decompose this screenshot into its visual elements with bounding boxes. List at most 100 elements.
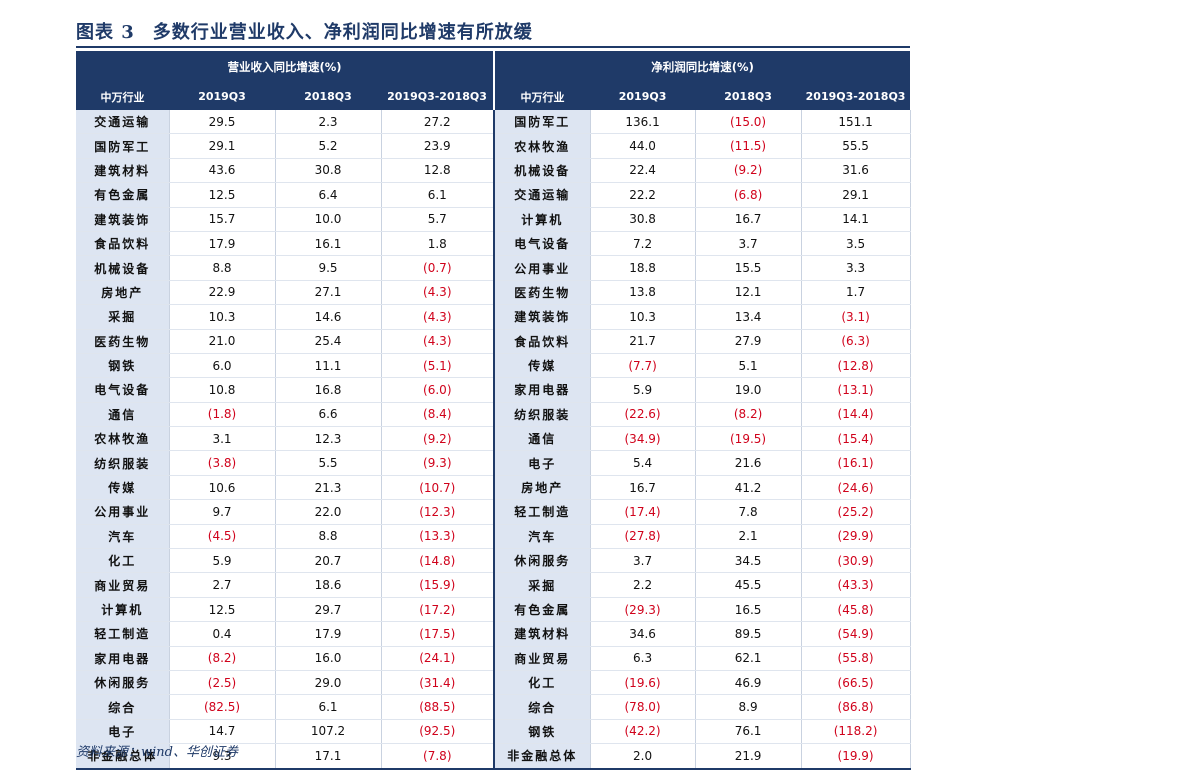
industry-cell: 钢铁 <box>493 719 591 745</box>
value-cell: 18.6 <box>275 572 382 598</box>
industry-cell: 交通运输 <box>493 182 591 208</box>
table-row: 农林牧渔 3.1 12.3 (9.2) 通信 (34.9) (19.5) (15.4) <box>76 426 911 452</box>
industry-cell: 电气设备 <box>76 377 170 403</box>
value-cell: 10.6 <box>169 475 276 501</box>
value-cell: 21.7 <box>590 329 696 354</box>
value-cell: (6.3) <box>801 329 911 354</box>
industry-cell: 有色金属 <box>76 182 170 208</box>
value-cell: (27.8) <box>590 524 696 550</box>
value-cell: 5.2 <box>275 133 382 159</box>
value-cell: 6.3 <box>590 646 696 671</box>
value-cell: (42.2) <box>590 719 696 745</box>
industry-cell: 电子 <box>76 719 170 745</box>
table-row: 传媒 10.6 21.3 (10.7) 房地产 16.7 41.2 (24.6) <box>76 475 911 501</box>
industry-cell: 建筑材料 <box>493 621 591 647</box>
group-header-row: 营业收入同比增速(%) 净利润同比增速(%) <box>76 51 911 83</box>
industry-cell: 农林牧渔 <box>76 426 170 452</box>
value-cell: 10.0 <box>275 207 382 232</box>
value-cell: 44.0 <box>590 133 696 159</box>
industry-cell: 计算机 <box>76 597 170 623</box>
table-row: 医药生物 21.0 25.4 (4.3) 食品饮料 21.7 27.9 (6.3) <box>76 329 911 354</box>
value-cell: (29.9) <box>801 524 911 550</box>
value-cell: 23.9 <box>381 133 495 159</box>
table-row: 电气设备 10.8 16.8 (6.0) 家用电器 5.9 19.0 (13.1) <box>76 377 911 403</box>
value-cell: 17.9 <box>169 231 276 257</box>
value-cell: (2.5) <box>169 670 276 696</box>
industry-cell: 汽车 <box>76 524 170 550</box>
table-row: 计算机 12.5 29.7 (17.2) 有色金属 (29.3) 16.5 (45.8) <box>76 597 911 623</box>
value-cell: (92.5) <box>381 719 495 745</box>
industry-cell: 食品饮料 <box>493 329 591 354</box>
value-cell: (17.2) <box>381 597 495 623</box>
value-cell: 5.4 <box>590 450 696 476</box>
value-cell: 8.8 <box>169 255 276 281</box>
value-cell: (78.0) <box>590 694 696 720</box>
value-cell: 29.1 <box>169 133 276 159</box>
value-cell: (82.5) <box>169 694 276 720</box>
value-cell: (66.5) <box>801 670 911 696</box>
col-header: 中万行业 <box>76 83 169 110</box>
industry-cell: 房地产 <box>493 475 591 501</box>
value-cell: (5.1) <box>381 353 495 379</box>
value-cell: 107.2 <box>275 719 382 745</box>
value-cell: 3.3 <box>801 255 911 281</box>
value-cell: (86.8) <box>801 694 911 720</box>
industry-cell: 非金融总体 <box>493 743 591 770</box>
value-cell: 13.4 <box>695 304 802 330</box>
value-cell: 7.8 <box>695 499 802 525</box>
value-cell: 2.3 <box>275 110 382 135</box>
industry-cell: 计算机 <box>493 207 591 232</box>
value-cell: 0.4 <box>169 621 276 647</box>
value-cell: (54.9) <box>801 621 911 647</box>
value-cell: 10.8 <box>169 377 276 403</box>
table-row: 机械设备 8.8 9.5 (0.7) 公用事业 18.8 15.5 3.3 <box>76 255 911 281</box>
industry-cell: 机械设备 <box>493 158 591 184</box>
industry-cell: 医药生物 <box>493 280 591 306</box>
value-cell: (24.1) <box>381 646 495 671</box>
table-row: 纺织服装 (3.8) 5.5 (9.3) 电子 5.4 21.6 (16.1) <box>76 450 911 476</box>
value-cell: (14.8) <box>381 548 495 574</box>
value-cell: (22.6) <box>590 402 696 428</box>
industry-cell: 商业贸易 <box>493 646 591 671</box>
value-cell: 18.8 <box>590 255 696 281</box>
value-cell: 76.1 <box>695 719 802 745</box>
value-cell: (17.4) <box>590 499 696 525</box>
value-cell: 12.5 <box>169 182 276 208</box>
value-cell: (7.8) <box>381 743 495 770</box>
value-cell: (10.7) <box>381 475 495 501</box>
table-row: 国防军工 29.1 5.2 23.9 农林牧渔 44.0 (11.5) 55.5 <box>76 133 911 159</box>
value-cell: 10.3 <box>590 304 696 330</box>
value-cell: (19.6) <box>590 670 696 696</box>
figure-title-bar: 图表 3 多数行业营业收入、净利润同比增速有所放缓 <box>76 18 910 48</box>
value-cell: (45.8) <box>801 597 911 623</box>
col-header: 2019Q3-2018Q3 <box>801 83 911 110</box>
value-cell: (11.5) <box>695 133 802 159</box>
value-cell: (19.9) <box>801 743 911 770</box>
value-cell: 13.8 <box>590 280 696 306</box>
value-cell: 25.4 <box>275 329 382 354</box>
value-cell: (30.9) <box>801 548 911 574</box>
value-cell: 14.7 <box>169 719 276 745</box>
table-row: 食品饮料 17.9 16.1 1.8 电气设备 7.2 3.7 3.5 <box>76 231 911 257</box>
value-cell: (12.8) <box>801 353 911 379</box>
industry-cell: 商业贸易 <box>76 572 170 598</box>
industry-cell: 通信 <box>76 402 170 428</box>
value-cell: 45.5 <box>695 572 802 598</box>
value-cell: 29.0 <box>275 670 382 696</box>
table-row: 化工 5.9 20.7 (14.8) 休闲服务 3.7 34.5 (30.9) <box>76 548 911 574</box>
value-cell: 30.8 <box>275 158 382 184</box>
value-cell: 55.5 <box>801 133 911 159</box>
value-cell: 27.9 <box>695 329 802 354</box>
value-cell: 16.8 <box>275 377 382 403</box>
value-cell: 8.8 <box>275 524 382 550</box>
value-cell: (7.7) <box>590 353 696 379</box>
industry-cell: 电子 <box>493 450 591 476</box>
industry-cell: 通信 <box>493 426 591 452</box>
industry-cell: 采掘 <box>493 572 591 598</box>
figure-title: 图表 3 多数行业营业收入、净利润同比增速有所放缓 <box>76 18 533 44</box>
value-cell: 31.6 <box>801 158 911 184</box>
table-row: 建筑材料 43.6 30.8 12.8 机械设备 22.4 (9.2) 31.6 <box>76 158 911 184</box>
table-row: 综合 (82.5) 6.1 (88.5) 综合 (78.0) 8.9 (86.8) <box>76 694 911 720</box>
industry-cell: 建筑材料 <box>76 158 170 184</box>
table-row: 公用事业 9.7 22.0 (12.3) 轻工制造 (17.4) 7.8 (25.2) <box>76 499 911 525</box>
